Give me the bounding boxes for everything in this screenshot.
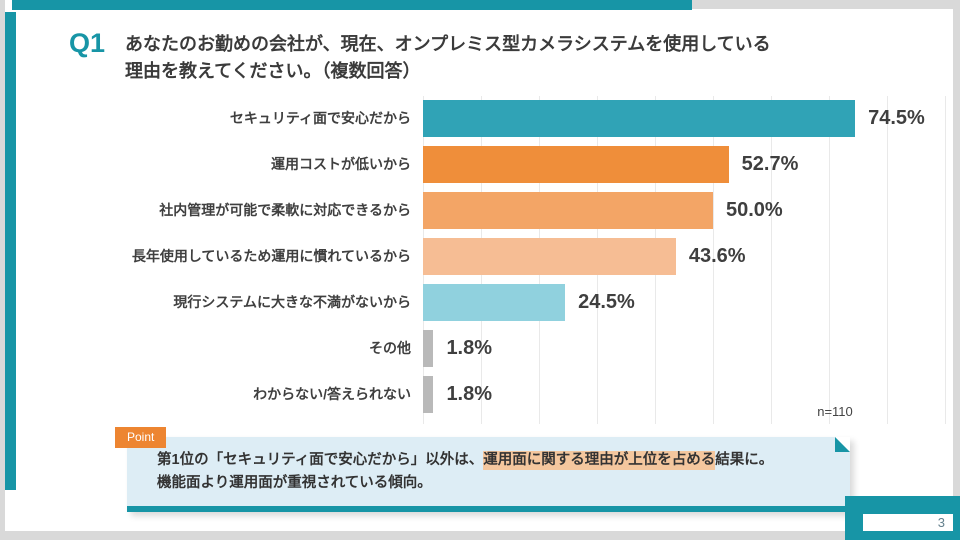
category-label: 運用コストが低いから [271,156,411,172]
slide-canvas: Q1 あなたのお勤めの会社が、現在、オンプレミス型カメラシステムを使用している … [5,0,953,531]
point-text-line2: 機能面より運用面が重視されている傾向。 [157,475,432,491]
point-line1-suffix: 結果に。 [715,452,774,468]
bar [423,238,676,275]
gridline [887,96,888,424]
value-label: 1.8% [446,337,493,359]
bar [423,330,434,367]
category-label: セキュリティ面で安心だから [229,110,411,126]
slide-title-line2: 理由を教えてください。（複数回答） [125,61,421,81]
bottom-right-accent: 3 [845,496,960,540]
bar [423,146,729,183]
page-number-notch: 3 [863,514,953,531]
value-label: 52.7% [741,153,799,175]
bar-chart: セキュリティ面で安心だから 74.5% 運用コストが低いから 52.7% 社内管理が可能… [5,96,953,436]
bar [423,376,434,413]
page-number: 3 [937,515,945,530]
gridline [771,96,772,424]
slide-title: あなたのお勤めの会社が、現在、オンプレミス型カメラシステムを使用している 理由を… [125,31,771,85]
top-edge-gray [692,0,953,9]
value-label: 74.5% [868,107,925,129]
bar [423,100,856,137]
sample-size-label: n=110 [817,404,853,419]
top-accent-bar [12,0,692,10]
gridline [713,96,714,424]
category-label: 社内管理が可能で柔軟に対応できるから [159,202,411,218]
point-line1-highlight: 運用面に関する理由が上位を占める [483,451,716,470]
bar [423,284,566,321]
bar [423,192,713,229]
point-text: 第1位の「セキュリティ面で安心だから」以外は、運用面に関する理由が上位を占める結… [157,449,773,495]
slide-title-line1: あなたのお勤めの会社が、現在、オンプレミス型カメラシステムを使用している [125,34,771,54]
category-label: その他 [369,340,411,356]
point-line1-prefix: 第1位の「セキュリティ面で安心だから」以外は、 [157,452,484,468]
left-accent-bar [5,12,16,490]
category-label: わからない/答えられない [253,386,411,402]
question-tag: Q1 [69,28,106,58]
point-text-line1: 第1位の「セキュリティ面で安心だから」以外は、運用面に関する理由が上位を占める結… [157,449,773,472]
category-label: 長年使用しているため運用に慣れているから [131,248,411,264]
value-label: 24.5% [578,291,635,313]
point-callout-box: 第1位の「セキュリティ面で安心だから」以外は、運用面に関する理由が上位を占める結… [127,437,850,512]
gridline [829,96,830,424]
value-label: 43.6% [688,245,746,267]
value-label: 1.8% [446,383,493,405]
value-label: 50.0% [726,199,783,221]
gridline [945,96,946,424]
category-label: 現行システムに大きな不満がないから [173,294,411,310]
point-tab-label: Point [115,427,167,448]
